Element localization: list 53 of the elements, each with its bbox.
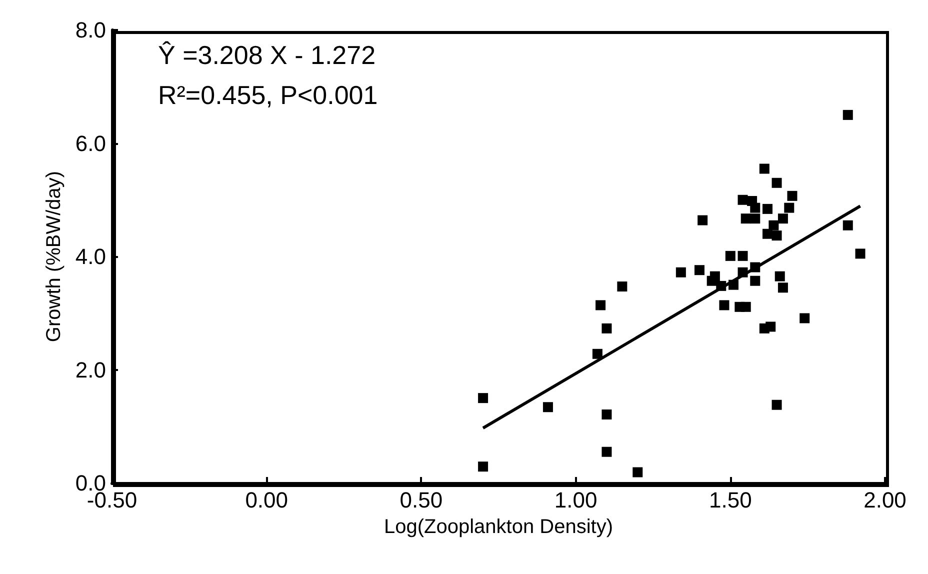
point — [762, 228, 773, 239]
point — [478, 462, 488, 472]
x-tick-label: 0.50 — [400, 488, 443, 512]
point — [842, 110, 853, 120]
point — [478, 393, 488, 404]
point — [768, 220, 779, 230]
point — [750, 276, 760, 286]
point — [694, 265, 704, 276]
point — [602, 409, 612, 420]
y-tick-label: 4.0 — [75, 244, 106, 269]
point — [592, 348, 602, 359]
point — [719, 300, 730, 310]
point — [784, 202, 794, 213]
point — [778, 282, 788, 293]
point — [676, 267, 686, 278]
point — [772, 178, 782, 188]
point — [725, 250, 736, 261]
y-tick-label: 8.0 — [75, 18, 106, 42]
point — [738, 250, 748, 261]
point — [706, 276, 717, 286]
point — [774, 271, 785, 282]
point — [772, 230, 782, 241]
point — [632, 467, 643, 478]
x-tick-label: 2.00 — [864, 488, 906, 512]
x-tick-label: 1.50 — [708, 488, 752, 512]
point — [617, 282, 628, 292]
point — [778, 214, 788, 224]
x-axis-title: Log(Zooplankton Density) — [384, 516, 614, 538]
point — [738, 194, 748, 205]
point — [772, 400, 782, 410]
point — [842, 220, 853, 230]
x-tick-label: 0.00 — [245, 488, 288, 512]
point — [596, 300, 606, 310]
point — [602, 446, 612, 457]
annotation: Ŷ =3.208 X - 1.272 — [158, 40, 376, 70]
x-tick-label: 1.00 — [554, 488, 598, 512]
y-axis-title: Growth (%BW/day) — [43, 170, 65, 342]
point — [759, 164, 770, 174]
point — [542, 402, 553, 412]
point — [740, 302, 751, 312]
point — [762, 204, 773, 214]
point — [602, 323, 612, 334]
y-tick-label: 2.0 — [75, 357, 106, 382]
y-tick-label: 6.0 — [75, 130, 106, 156]
point — [787, 190, 798, 201]
point — [740, 214, 751, 224]
point — [766, 322, 776, 332]
point — [750, 202, 760, 213]
point — [800, 313, 810, 324]
point — [698, 215, 708, 226]
point — [855, 248, 866, 259]
point — [750, 214, 760, 224]
annotation: R²=0.455, P<0.001 — [158, 80, 378, 110]
